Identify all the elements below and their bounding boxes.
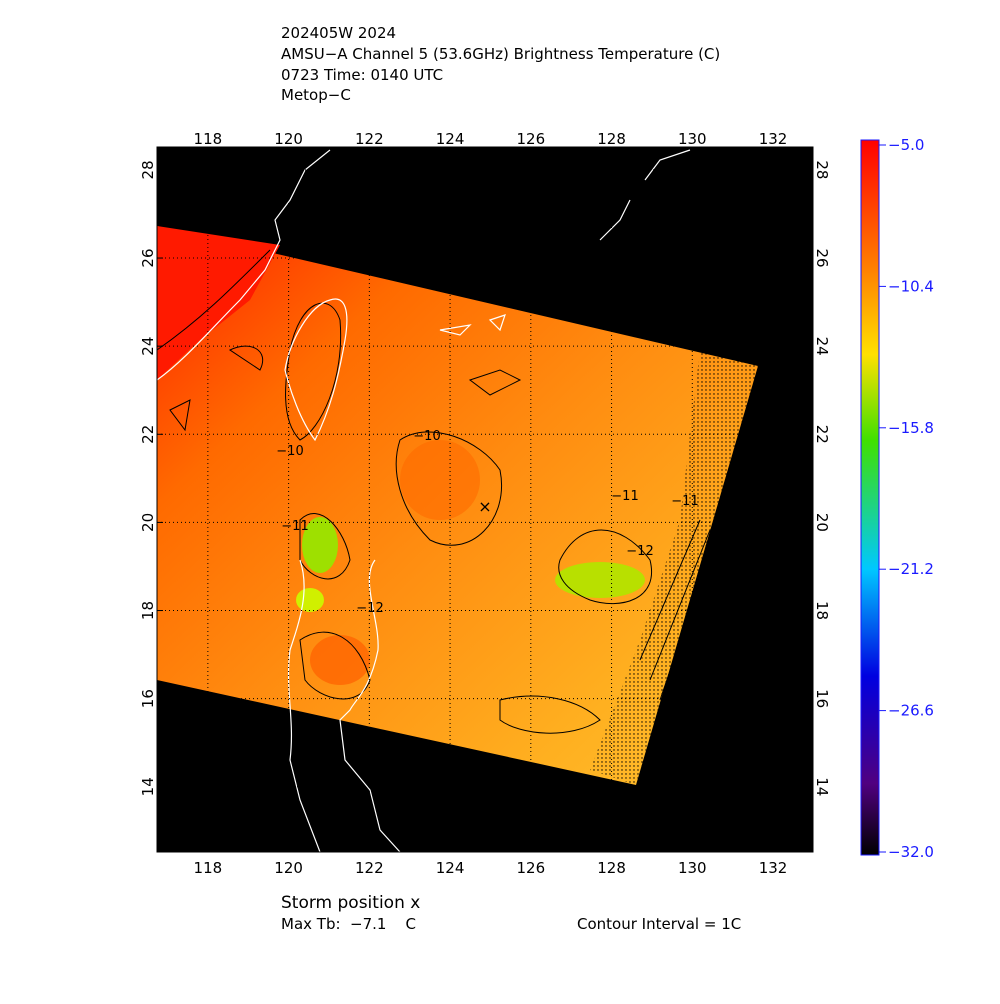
lat-label: 20: [813, 513, 831, 532]
coastline: [157, 149, 691, 852]
title-line: 202405W 2024: [281, 24, 396, 42]
lon-label: 122: [355, 130, 384, 148]
contour-label: −11: [281, 519, 308, 534]
lon-label: 124: [436, 130, 465, 148]
contours: [157, 249, 721, 734]
colorbar-ticks: −5.0 −10.4 −15.8 −21.2 −26.6 −32.0: [879, 136, 934, 861]
lat-label: 16: [139, 689, 157, 708]
header: 202405W 2024 AMSU−A Channel 5 (53.6GHz) …: [281, 24, 720, 104]
colorbar-label: −15.8: [888, 419, 934, 437]
lon-label: 126: [516, 859, 545, 877]
storm-note: Storm position x: [281, 893, 420, 913]
lat-label: 26: [139, 248, 157, 267]
title-line: 0723 Time: 0140 UTC: [281, 66, 443, 84]
lat-label: 18: [139, 601, 157, 620]
contour-interval: Contour Interval = 1C: [577, 915, 741, 933]
contour-label: −12: [356, 601, 383, 616]
colorbar-label: −21.2: [888, 560, 934, 578]
storm-marker: ×: [478, 497, 491, 516]
colorbar-label: −5.0: [888, 136, 924, 154]
warm-region: [310, 635, 370, 685]
colorbar-label: −32.0: [888, 843, 934, 861]
cool-region: [296, 588, 324, 612]
lat-label: 14: [813, 777, 831, 796]
contour-label: −11: [671, 494, 698, 509]
map: × −10 −10 −11 −11 −12 −12 −11: [157, 147, 813, 852]
title-line: AMSU−A Channel 5 (53.6GHz) Brightness Te…: [281, 45, 720, 63]
lon-label: 120: [274, 859, 303, 877]
lon-label: 118: [194, 859, 223, 877]
lat-label: 18: [813, 601, 831, 620]
cool-region: [555, 562, 645, 598]
title-line: Metop−C: [281, 86, 351, 104]
lat-label: 28: [139, 160, 157, 179]
lon-label: 128: [597, 130, 626, 148]
grid: [157, 147, 813, 852]
map-frame: [156, 146, 814, 853]
lat-label: 24: [813, 337, 831, 356]
colorbar-label: −26.6: [888, 702, 934, 720]
stipple: [590, 350, 758, 785]
lat-label: 26: [813, 248, 831, 267]
lat-label: 24: [139, 337, 157, 356]
max-tb: Max Tb: −7.1 C: [281, 915, 416, 933]
lon-label: 118: [194, 130, 223, 148]
contour-label: −11: [611, 489, 638, 504]
lon-label: 126: [516, 130, 545, 148]
lon-label: 130: [678, 130, 707, 148]
contour-label: −10: [276, 444, 303, 459]
warm-region: [400, 440, 480, 520]
lon-label: 132: [759, 130, 788, 148]
footer: Storm position x Max Tb: −7.1 C Contour …: [281, 893, 741, 933]
lat-label: 16: [813, 689, 831, 708]
colorbar-label: −10.4: [888, 277, 934, 295]
contour-label: −12: [626, 544, 653, 559]
lon-label: 128: [597, 859, 626, 877]
lon-label: 130: [678, 859, 707, 877]
lat-label: 22: [139, 425, 157, 444]
lat-label: 28: [813, 160, 831, 179]
lon-label: 132: [759, 859, 788, 877]
lat-label: 20: [139, 513, 157, 532]
lon-label: 122: [355, 859, 384, 877]
contour-label: −10: [413, 429, 440, 444]
cool-region: [302, 517, 338, 573]
map-ticks: 118 118 120 120 122 122 124 124 126 126 128 128 130 1…: [139, 130, 831, 877]
lon-label: 120: [274, 130, 303, 148]
warm-region: [157, 226, 280, 380]
lat-label: 22: [813, 425, 831, 444]
lat-label: 14: [139, 777, 157, 796]
colorbar: [860, 139, 880, 856]
contour-labels: −10 −10 −11 −11 −12 −12 −11: [276, 429, 698, 616]
lon-label: 124: [436, 859, 465, 877]
